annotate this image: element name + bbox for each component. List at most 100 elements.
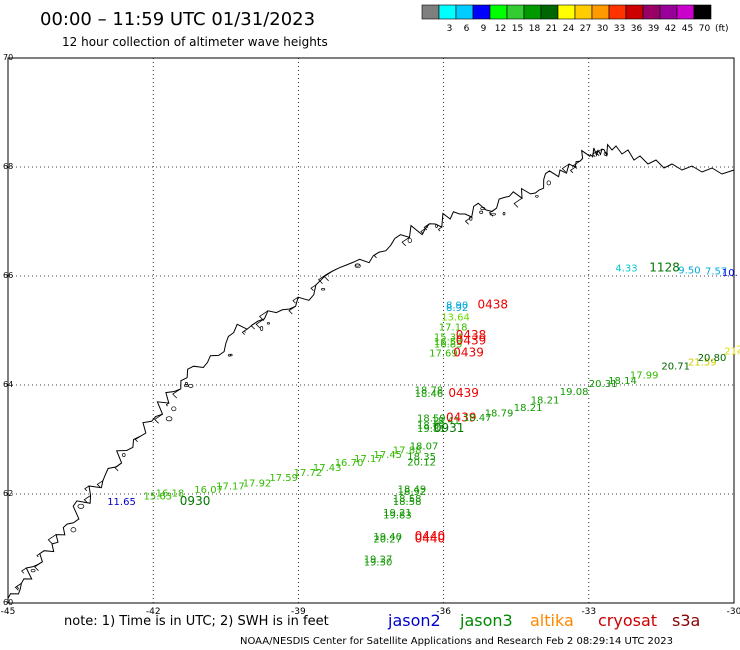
fjord-inlet: [437, 226, 443, 232]
wave-height-label: 8.90: [446, 301, 468, 312]
color-scale-label: 45: [682, 24, 693, 34]
fjord-inlet: [36, 553, 41, 558]
color-scale-label: 27: [580, 24, 591, 34]
fjord-inlet: [165, 402, 170, 407]
islet: [227, 353, 231, 357]
pass-time-label: 0930: [180, 494, 211, 508]
wave-height-label: 18.58: [393, 494, 422, 505]
wave-height-label: 21.59: [688, 357, 717, 368]
color-scale-bin: [693, 4, 712, 20]
color-scale-label: 21: [546, 24, 557, 34]
wave-height-label: 18.14: [608, 376, 637, 387]
fjord-inlet: [591, 150, 599, 158]
axis-labels: -45 -42 -39 -36 -33 -30 70 68 66 64 62 60: [1, 53, 740, 617]
fjord-inlet: [255, 318, 265, 329]
map-title: 00:00 – 11:59 UTC 01/31/2023: [40, 9, 315, 30]
color-scale-label: 3: [447, 24, 453, 34]
longitude-tick-label: -33: [581, 607, 596, 617]
color-scale-bin: [540, 4, 559, 20]
color-scale-bin: [472, 4, 491, 20]
fjord-inlet: [83, 495, 91, 504]
wave-height-label: 8.92: [446, 303, 468, 314]
pass-time-label: 0439: [448, 386, 479, 400]
islet: [546, 180, 551, 186]
wave-height-label: 17.72: [294, 468, 323, 479]
wave-height-label: 17.17: [216, 482, 245, 493]
color-scale-label: 15: [512, 24, 523, 34]
footer-credit: NOAA/NESDIS Center for Satellite Applica…: [240, 636, 673, 647]
wave-height-label: 19.27: [364, 555, 393, 566]
color-scale-legend: 3 6 9 12 15 18 21 24 27 30 33 36 39 42 45 70 (ft): [421, 4, 729, 34]
color-scale-bin: [455, 4, 474, 20]
fjord-inlet: [373, 251, 380, 259]
wave-height-label: 19.21: [383, 508, 412, 519]
islet: [266, 321, 270, 325]
islet: [354, 263, 361, 269]
wave-height-label: 18.78: [415, 386, 444, 397]
wave-height-label: 16.55: [434, 337, 463, 348]
latitude-tick-label: 64: [3, 380, 13, 389]
fjord-inlet: [595, 148, 603, 157]
wave-height-label: 20.12: [407, 458, 436, 469]
color-scale-label: 70: [699, 24, 711, 34]
fjord-inlet: [84, 485, 90, 492]
islet: [30, 568, 36, 573]
fjord-inlet: [250, 320, 259, 330]
wave-height-label: 17.45: [373, 450, 402, 461]
longitude-tick-label: -30: [727, 607, 740, 617]
fjord-inlet: [572, 160, 581, 169]
wave-height-label: 17.59: [269, 473, 298, 484]
map-frame: [7, 57, 735, 604]
wave-height-label: 15.34: [434, 332, 463, 343]
wave-height-label: 16.85: [434, 339, 463, 350]
color-scale-bin: [591, 4, 610, 20]
fjord-inlet: [134, 436, 141, 443]
color-scale-label: 39: [648, 24, 660, 34]
fjord-inlet: [16, 582, 22, 590]
islet: [480, 206, 486, 211]
color-scale-bin: [676, 4, 695, 20]
islet: [165, 416, 173, 422]
satellite-s3a: s3a: [672, 611, 700, 630]
fjord-inlet: [243, 328, 248, 333]
islet: [435, 224, 438, 228]
color-scale-label: 33: [614, 24, 625, 34]
map-subtitle: 12 hour collection of altimeter wave hei…: [62, 35, 328, 49]
pass-time-label: 0440: [415, 532, 446, 546]
wave-height-label: 18.62: [417, 421, 446, 432]
pass-time-label: 0439: [456, 334, 487, 348]
color-scale-label: 42: [665, 24, 676, 34]
fjord-inlet: [323, 270, 333, 282]
wave-height-label: 17.88: [393, 446, 422, 457]
fjord-inlet: [47, 534, 57, 544]
wave-height-label: 16.18: [156, 489, 185, 500]
wave-height-label: 18.59: [417, 414, 446, 425]
wave-height-label: 23.29: [736, 344, 740, 355]
latitude-tick-label: 68: [3, 162, 13, 171]
fjord-inlet: [420, 227, 426, 235]
pass-time-label: 1128: [649, 261, 680, 275]
pass-time-label: 0439: [446, 411, 477, 425]
color-scale-bin: [659, 4, 678, 20]
fjord-inlet: [292, 296, 299, 304]
wave-height-label: 17.43: [313, 463, 342, 474]
wave-height-label: 17.69: [429, 349, 458, 360]
fjord-inlet: [258, 310, 269, 321]
fjord-inlet: [317, 274, 327, 284]
wave-height-label: 17.17: [354, 454, 383, 465]
wave-height-label: 17.99: [630, 371, 659, 382]
fjord-inlet: [288, 305, 296, 315]
wave-height-label: 16.70: [335, 458, 364, 469]
footer-note: note: 1) Time is in UTC; 2) SWH is in fe…: [64, 614, 329, 629]
islet: [502, 212, 506, 216]
satellite-legend: jason2 jason3 altika cryosat s3a: [387, 611, 700, 630]
wave-height-label: 7.57: [705, 266, 727, 277]
wave-height-label: 18.46: [415, 389, 444, 400]
wave-height-label: 19.81: [417, 424, 446, 435]
fjord-inlet: [310, 284, 317, 291]
fjord-inlet: [569, 166, 576, 174]
color-scale-bin: [438, 4, 457, 20]
wave-height-label: 18.92: [398, 487, 427, 498]
fjord-inlet: [21, 567, 27, 574]
